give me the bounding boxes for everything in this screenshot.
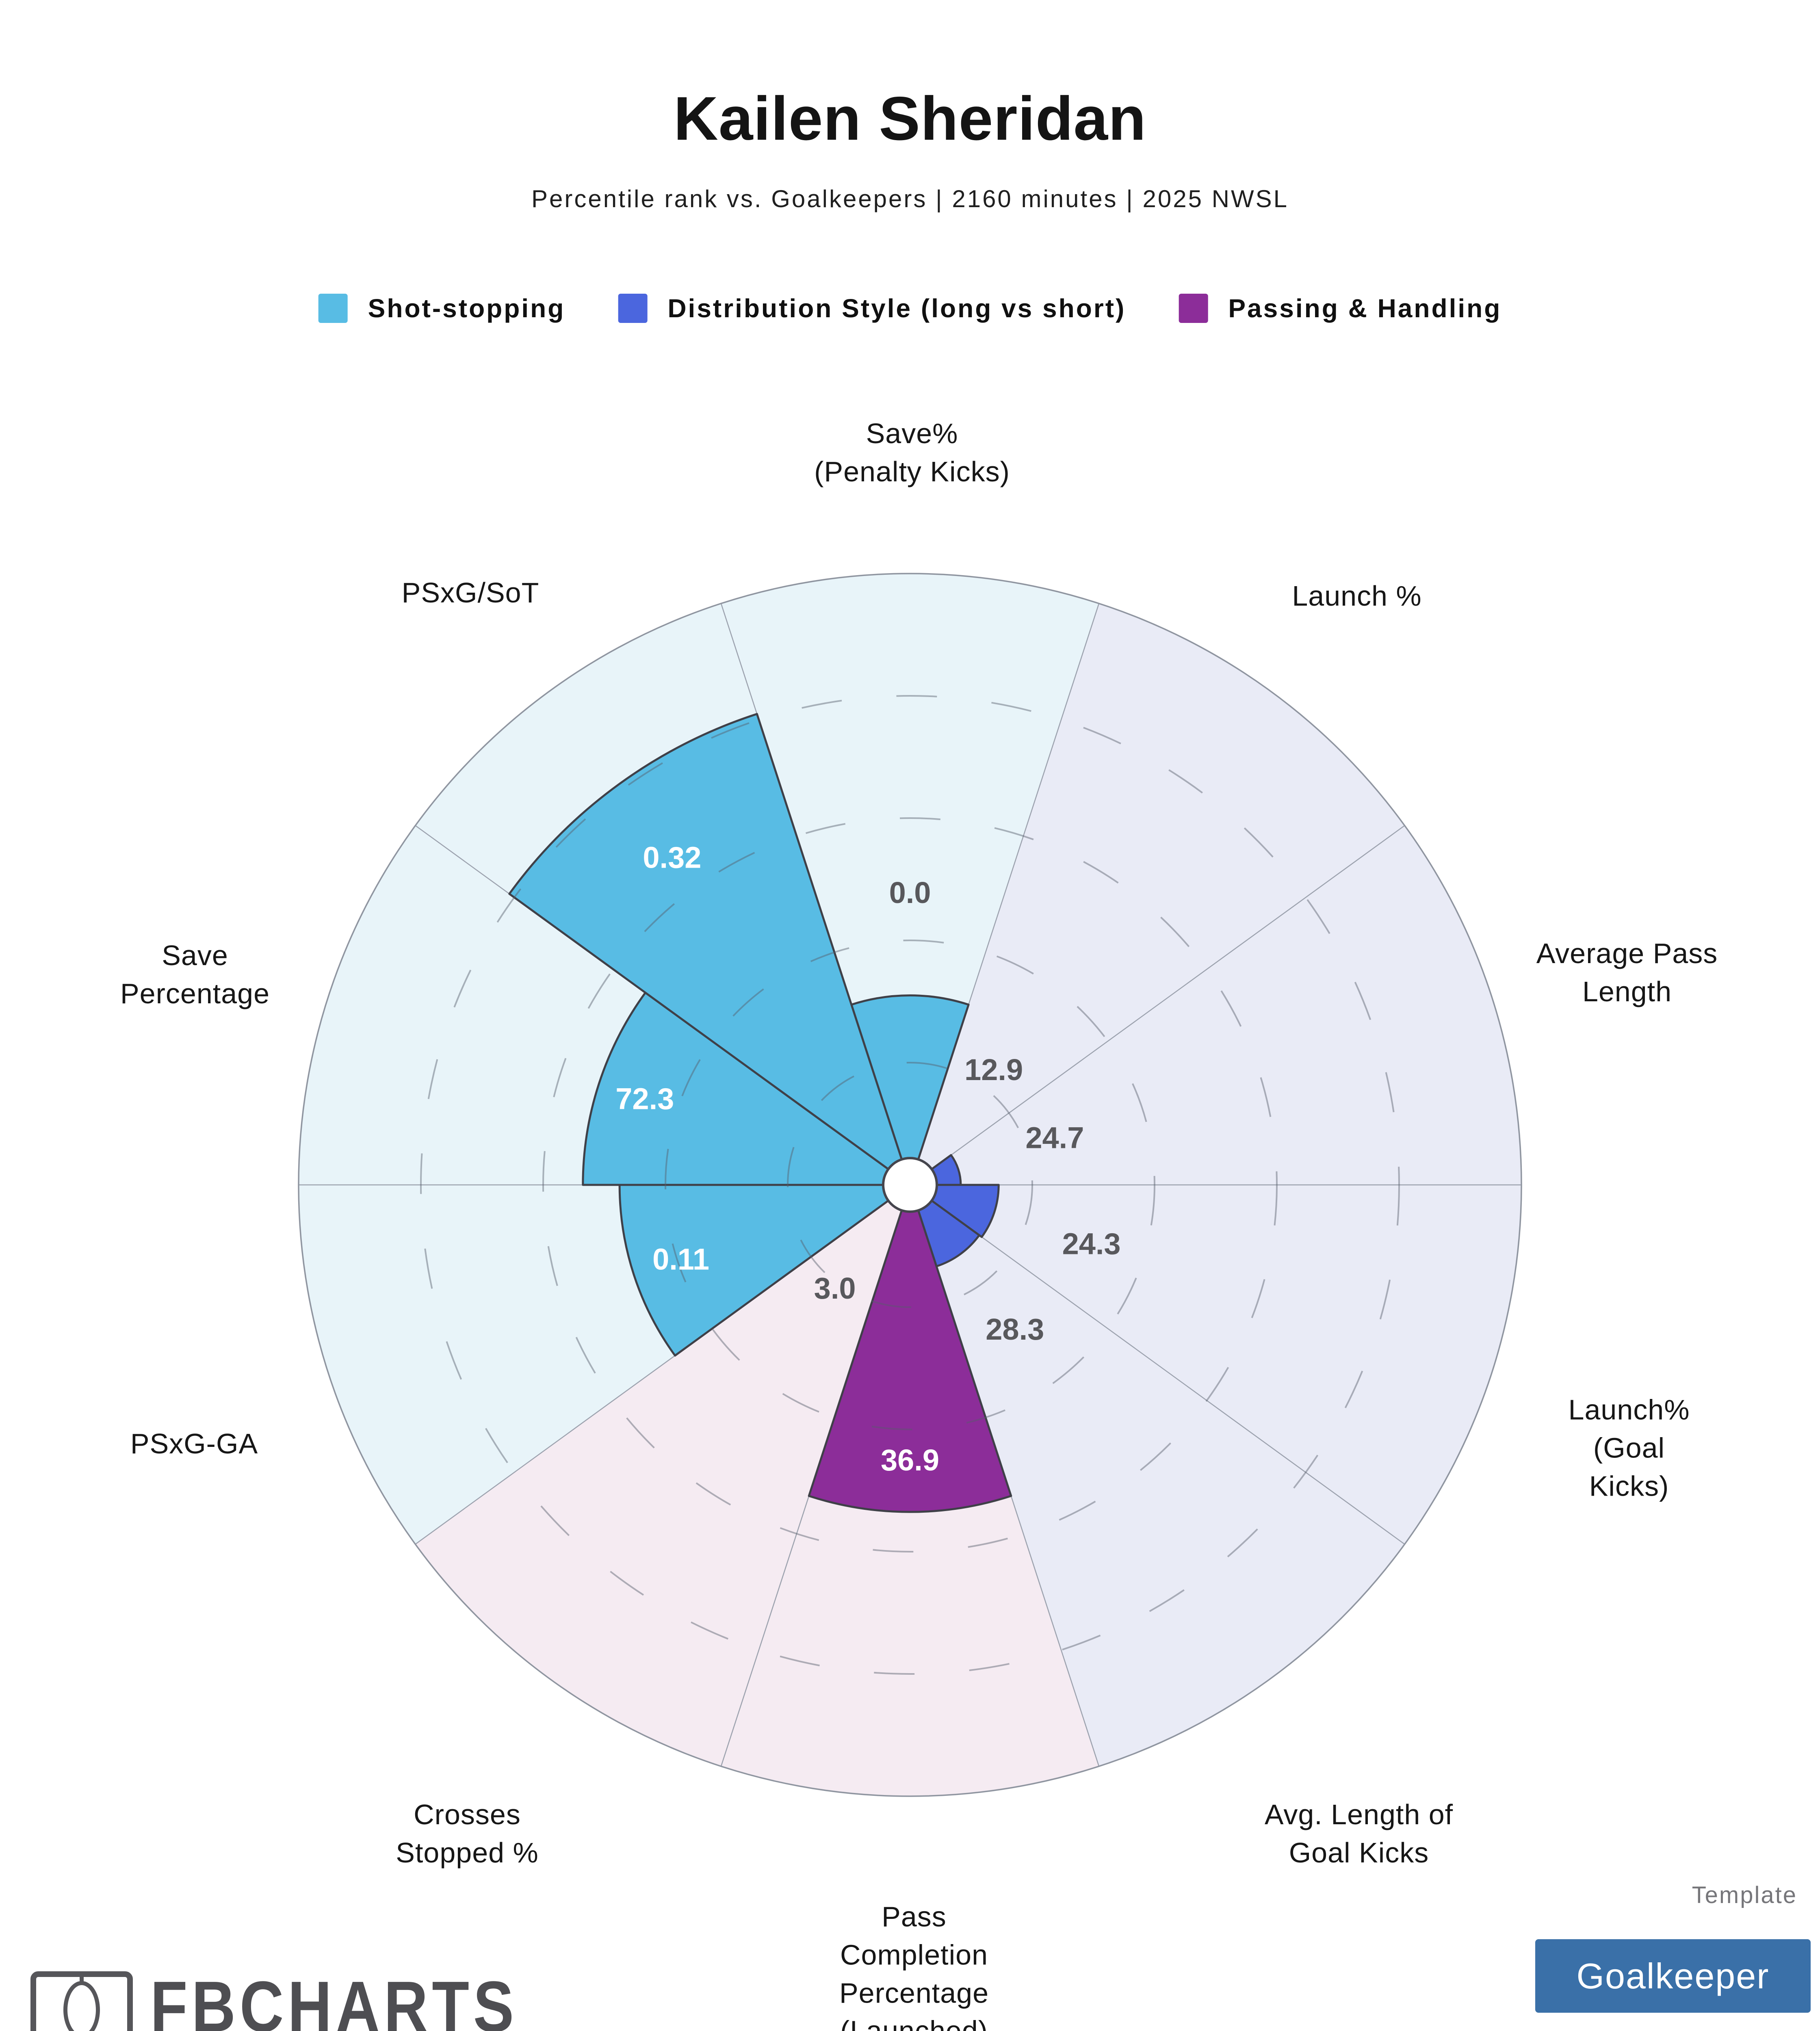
value-label-psxg-ga: 0.11: [652, 1243, 709, 1276]
legend-label-pass: Passing & Handling: [1228, 294, 1502, 323]
legend-item-dist: Distribution Style (long vs short): [618, 293, 1126, 323]
spoke-3: [931, 1200, 1405, 1545]
slice-bg-crosses: [415, 1185, 910, 1767]
category-label-save: Save Percentage: [120, 940, 270, 1009]
template-label: Template: [1692, 1882, 1797, 1908]
value-label-save: 72.3: [615, 1082, 674, 1115]
category-label-launch-goal: Launch% (Goal Kicks): [1568, 1394, 1690, 1502]
value-label-pass: 36.9: [881, 1443, 939, 1477]
value-label-psxg-sot: 0.32: [643, 840, 701, 874]
center-hub: [882, 1157, 938, 1213]
value-label-save: 0.0: [889, 876, 931, 909]
legend-item-pass: Passing & Handling: [1179, 293, 1502, 323]
category-label-launch: Launch %: [1292, 580, 1422, 612]
page-title: Kailen Sheridan: [674, 84, 1146, 153]
value-label-average-pass: 24.7: [1025, 1121, 1084, 1155]
category-label-psxg-ga: PSxG-GA: [130, 1428, 258, 1460]
template-button: Goalkeeper: [1535, 1939, 1811, 2013]
value-label-launch-goal: 24.3: [1062, 1227, 1121, 1261]
legend-swatch-shot: [318, 294, 348, 323]
legend-swatch-pass: [1179, 294, 1208, 323]
outer-circle: [298, 573, 1522, 1797]
brand-wordmark: FBCHARTS: [150, 1966, 518, 2031]
slice-bg-save: [721, 573, 1099, 1185]
category-label-crosses: Crosses Stopped %: [396, 1799, 539, 1869]
legend: Shot-stopping Distribution Style (long vs…: [318, 293, 1502, 323]
slice-bg-average-pass: [910, 825, 1521, 1185]
value-label-crosses: 3.0: [814, 1271, 856, 1305]
template-button-text: Goalkeeper: [1576, 1955, 1770, 1996]
wedge-pass: [808, 1184, 1012, 1513]
grid-ring-20: [787, 1062, 1033, 1308]
pitch-icon: [30, 1971, 133, 2031]
wedge-save: [582, 992, 911, 1186]
category-label-avg-length-of: Avg. Length of Goal Kicks: [1264, 1799, 1454, 1869]
category-label-average-pass: Average Pass Length: [1536, 938, 1718, 1007]
grid-ring-80: [420, 695, 1400, 1675]
value-label-avg-length-of: 28.3: [986, 1312, 1044, 1346]
spoke-1: [931, 825, 1405, 1170]
grid-ring-60: [542, 817, 1278, 1552]
slice-bg-avg-length-of: [910, 1185, 1405, 1767]
legend-label-dist: Distribution Style (long vs short): [667, 294, 1126, 323]
legend-label-shot: Shot-stopping: [368, 294, 566, 323]
category-label-save: Save% (Penalty Kicks): [814, 418, 1010, 487]
category-label-pass: Pass Completion Percentage (Launched): [839, 1901, 989, 2031]
grid-ring-40: [665, 940, 1155, 1430]
value-label-launch: 12.9: [964, 1053, 1023, 1087]
category-label-psxg-sot: PSxG/SoT: [401, 577, 540, 609]
wedge-psxg-ga: [618, 1184, 911, 1357]
legend-swatch-dist: [618, 294, 648, 323]
wedge-save: [850, 994, 970, 1186]
slice-bg-launch: [910, 603, 1405, 1185]
page-subtitle: Percentile rank vs. Goalkeepers | 2160 m…: [531, 185, 1289, 212]
legend-item-shot: Shot-stopping: [318, 293, 566, 323]
wedge-psxg-sot: [508, 713, 911, 1186]
slice-bg-launch-goal: [910, 1185, 1521, 1544]
